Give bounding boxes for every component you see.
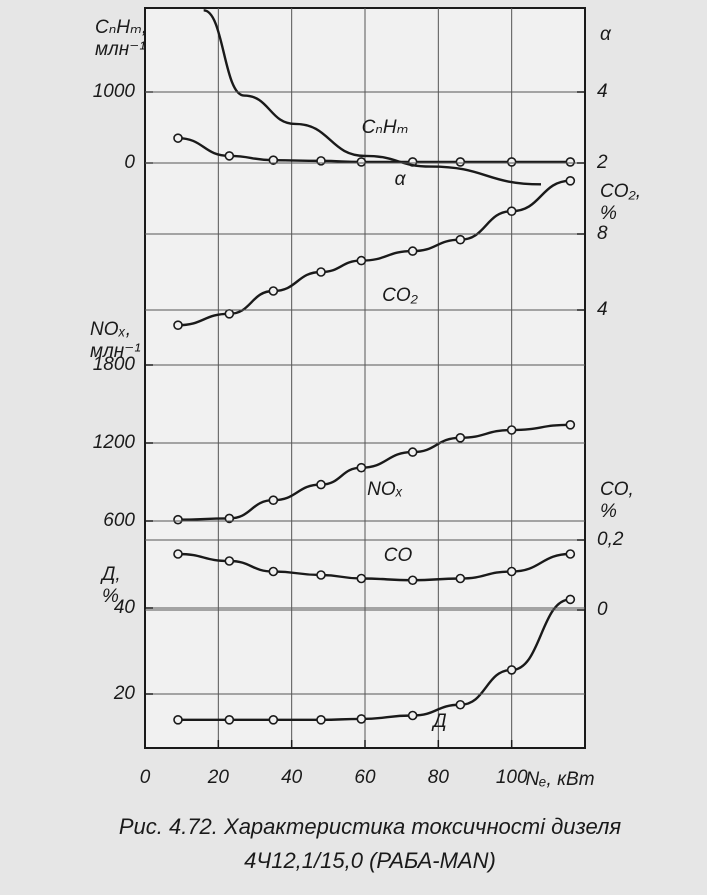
y-axis-label: %: [102, 586, 119, 607]
curve-label: Д: [431, 711, 446, 732]
data-point: [565, 157, 576, 167]
data-point: [316, 479, 326, 490]
y-axis-label: α: [600, 24, 612, 45]
data-point: [506, 206, 517, 216]
y-tick-label: 40: [114, 597, 136, 618]
x-tick-label: 40: [281, 767, 303, 788]
data-point: [455, 157, 466, 167]
data-point: [268, 286, 279, 296]
data-point: [356, 462, 367, 473]
data-point: [316, 267, 326, 277]
data-point: [506, 665, 517, 675]
data-point: [565, 176, 576, 186]
x-tick-label: 60: [354, 767, 376, 788]
data-point: [407, 710, 418, 721]
y-tick-label: 0: [124, 152, 135, 173]
data-point: [565, 549, 576, 559]
curve-label: CₙHₘ: [362, 117, 409, 138]
data-point: [316, 156, 326, 166]
y-axis-label: Д,: [100, 564, 121, 585]
data-point: [356, 157, 367, 167]
y-axis-label: млн⁻¹: [95, 39, 146, 60]
y-tick-label: 4: [597, 81, 608, 102]
data-point: [173, 714, 183, 725]
data-point: [506, 566, 517, 577]
y-tick-label: 4: [597, 299, 608, 320]
data-point: [455, 432, 466, 443]
data-point: [173, 133, 183, 143]
data-point: [356, 714, 367, 724]
data-point: [407, 575, 418, 586]
curve-label: α: [395, 169, 407, 190]
y-tick-label: 0: [597, 599, 608, 620]
data-point: [316, 714, 326, 725]
y-tick-label: 1200: [93, 432, 136, 453]
curve-label: NOₓ: [367, 479, 403, 500]
y-axis-label: CO₂,: [600, 181, 641, 202]
data-point: [506, 157, 517, 167]
y-axis-label: %: [600, 501, 617, 522]
curve: [203, 9, 542, 186]
curves: [173, 9, 576, 725]
y-tick-label: 20: [113, 683, 136, 704]
data-point: [407, 246, 418, 256]
data-point: [268, 155, 279, 165]
curve-label: CO₂: [382, 285, 419, 306]
y-tick-label: 8: [597, 223, 608, 244]
data-point: [173, 320, 183, 331]
y-tick-label: 1800: [93, 354, 136, 375]
data-point: [506, 425, 517, 435]
x-tick-label: 0: [140, 767, 151, 788]
data-point: [565, 594, 576, 605]
y-tick-label: 600: [103, 510, 135, 531]
y-tick-label: 1000: [93, 81, 136, 102]
data-point: [268, 566, 279, 577]
y-axis-label: млн⁻¹: [90, 341, 141, 362]
x-tick-label: 80: [428, 767, 450, 788]
x-axis-label: Nₑ, кВт: [525, 769, 594, 790]
y-tick-label: 2: [596, 152, 608, 173]
data-point: [455, 234, 466, 245]
data-point: [224, 556, 235, 566]
x-tick-label: 100: [496, 767, 528, 788]
data-point: [224, 714, 235, 725]
data-point: [407, 447, 418, 457]
caption: Рис. 4.72. Характеристика токсичності ди…: [119, 814, 622, 839]
data-point: [268, 714, 279, 725]
data-point: [455, 699, 466, 710]
data-point: [455, 573, 466, 584]
data-point: [224, 151, 235, 161]
x-tick-label: 20: [207, 767, 230, 788]
data-point: [356, 255, 367, 266]
data-point: [173, 549, 183, 559]
y-tick-label: 0,2: [597, 529, 624, 550]
data-point: [565, 419, 576, 430]
data-point: [224, 513, 235, 524]
y-axis-label: NOₓ,: [90, 319, 131, 340]
data-point: [356, 573, 367, 584]
y-axis-label: %: [600, 203, 617, 224]
data-point: [268, 495, 279, 506]
caption: 4Ч12,1/15,0 (РАБА-MAN): [244, 848, 496, 873]
curve-label: CO: [384, 545, 413, 566]
y-axis-label: CO,: [600, 479, 634, 500]
y-axis-label: CₙHₘ,: [95, 17, 147, 38]
data-point: [173, 514, 183, 525]
data-point: [224, 308, 235, 319]
data-point: [316, 570, 326, 580]
